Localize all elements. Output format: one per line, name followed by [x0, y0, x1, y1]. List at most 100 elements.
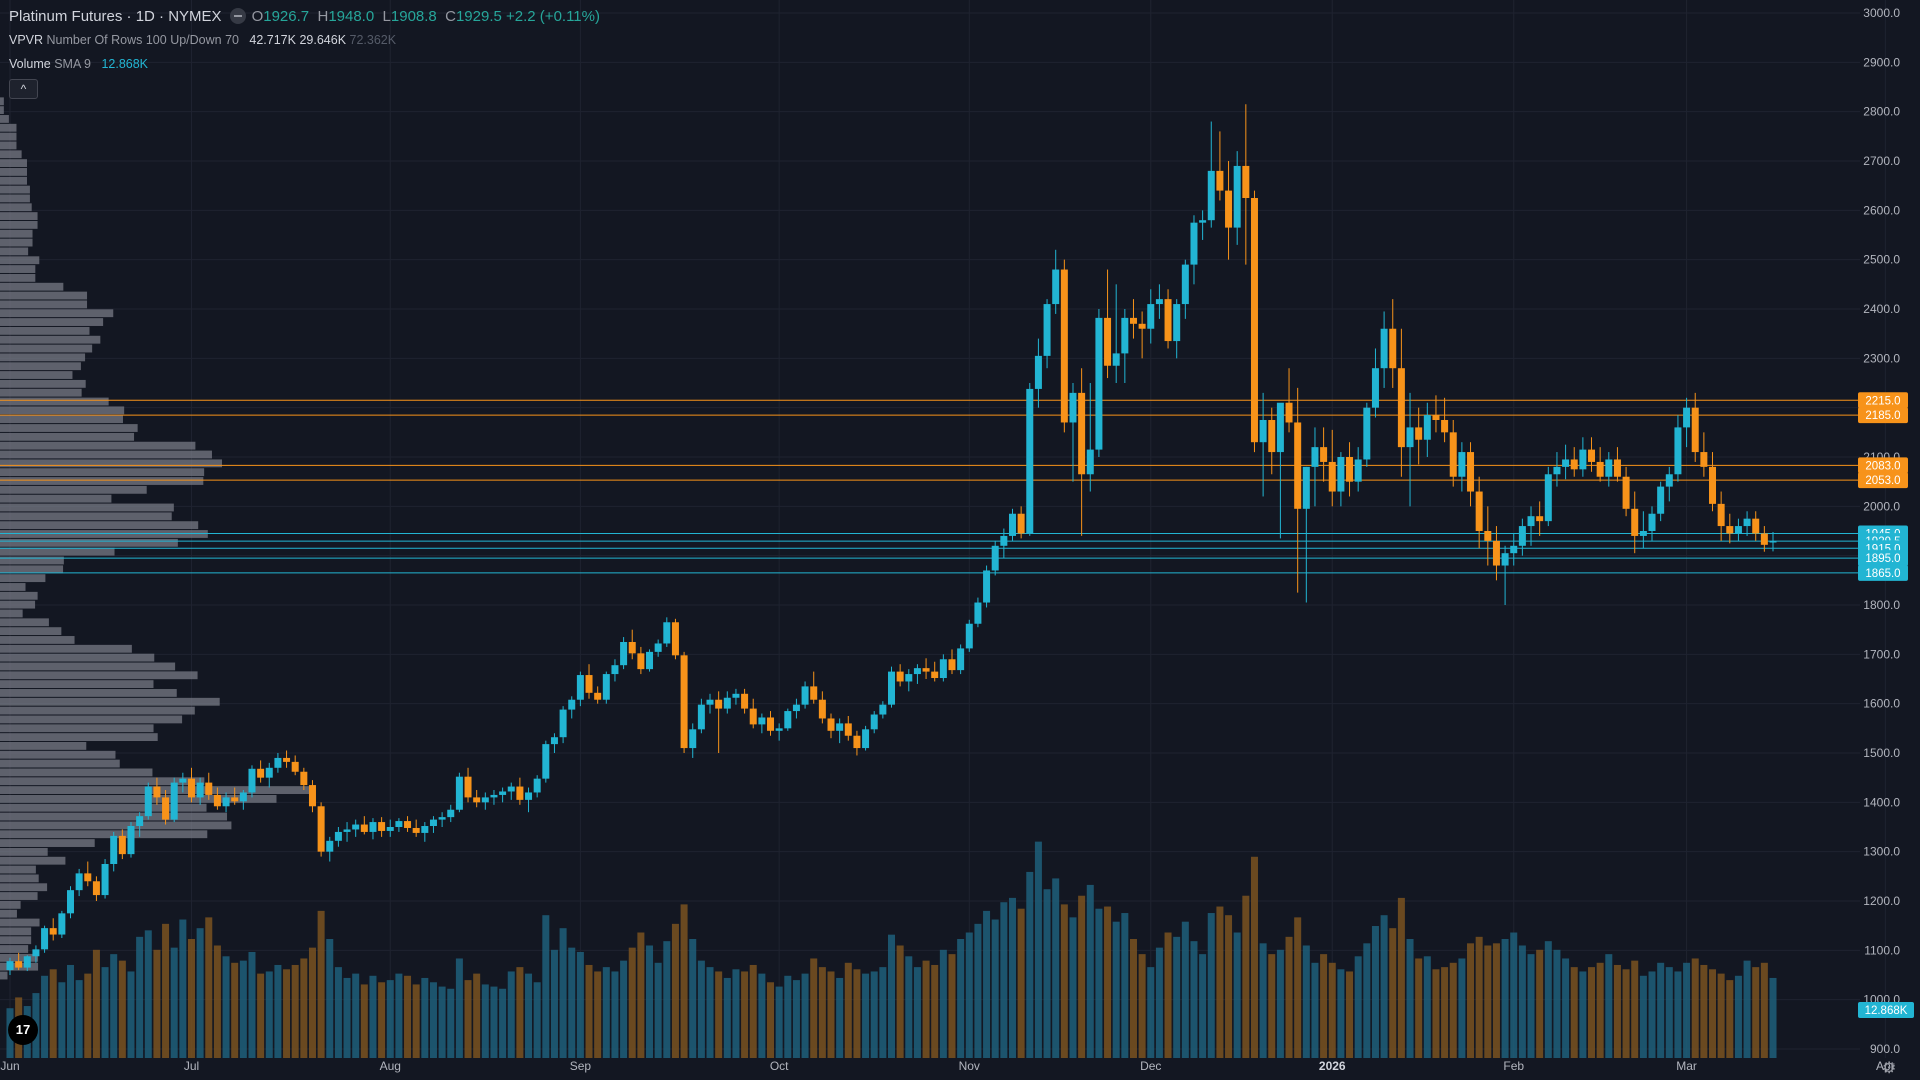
candle-body	[41, 928, 49, 950]
volume-bar	[1579, 971, 1587, 1058]
candle-body	[1268, 420, 1276, 453]
volume-bar	[1155, 947, 1163, 1058]
candle-body	[386, 827, 394, 831]
volume-bar	[369, 975, 377, 1058]
candle-body	[1086, 449, 1094, 475]
volume-profile-row	[0, 459, 223, 468]
candle-body	[92, 881, 100, 896]
volume-profile-row	[0, 706, 195, 715]
candle-body	[1570, 459, 1578, 470]
volume-bar	[101, 967, 109, 1058]
volume-name[interactable]: Volume	[9, 57, 51, 71]
candle-body	[127, 826, 135, 855]
volume-profile-row	[0, 503, 174, 512]
candle-body	[1596, 461, 1604, 477]
gear-icon[interactable]: ⚙	[1882, 1060, 1897, 1077]
volume-bar	[92, 949, 100, 1058]
volume-bar	[283, 969, 291, 1058]
collapse-legend-button[interactable]: ^	[9, 79, 38, 99]
candle-body	[1562, 459, 1570, 467]
volume-profile-row	[0, 945, 29, 953]
volume-bar	[1570, 967, 1578, 1058]
volume-profile-row	[0, 97, 4, 106]
candle-body	[1734, 526, 1742, 534]
volume-profile-row	[0, 406, 125, 415]
volume-profile-row	[0, 326, 90, 335]
volume-bar	[1069, 917, 1077, 1058]
volume-bar	[594, 971, 602, 1058]
price-tick-label: 2500.0	[1863, 253, 1900, 267]
volume-bar	[412, 984, 420, 1058]
candle-body	[870, 714, 878, 730]
candle-body	[438, 817, 446, 820]
volume-profile-row	[0, 644, 132, 653]
symbol-title[interactable]: Platinum Futures · 1D · NYMEX	[9, 8, 222, 25]
volume-profile-row	[0, 583, 26, 591]
market-status-icon[interactable]	[229, 8, 246, 25]
volume-bar	[559, 928, 567, 1058]
candle-body	[412, 827, 420, 833]
level-label-bg	[1858, 392, 1908, 409]
volume-profile-row	[0, 768, 153, 777]
candle-body	[1717, 503, 1725, 527]
volume-bar	[568, 947, 576, 1058]
candle-body	[153, 786, 161, 798]
volume-profile-row	[0, 159, 27, 168]
candle-body	[801, 686, 809, 705]
volume-bar	[291, 964, 299, 1058]
volume-profile-row	[0, 662, 176, 671]
candle-body	[1467, 452, 1475, 492]
candle-body	[1683, 407, 1691, 428]
volume-bar	[706, 967, 714, 1058]
vpvr-name[interactable]: VPVR	[9, 33, 44, 47]
level-lines[interactable]	[0, 399, 1860, 574]
volume-profile-row	[0, 653, 155, 662]
volume-bar	[1268, 954, 1276, 1058]
volume-bar	[983, 910, 991, 1058]
symbol-legend[interactable]: Platinum Futures · 1D · NYMEX O1926.7 H19…	[9, 8, 600, 26]
volume-params: SMA 9	[54, 57, 92, 71]
candle-body	[1743, 518, 1751, 527]
volume-bar	[1734, 975, 1742, 1058]
volume-profile-row	[0, 450, 212, 459]
volume-bar	[1190, 941, 1198, 1058]
candle-body	[473, 797, 481, 803]
volume-bar	[317, 910, 325, 1058]
time-tick-label: Nov	[959, 1059, 980, 1073]
volume-bar	[1709, 969, 1717, 1058]
candle-body	[1320, 447, 1328, 462]
candle-body	[862, 729, 870, 749]
volume-profile-row	[0, 379, 86, 388]
candle-body	[404, 821, 412, 828]
candle-body	[1579, 449, 1587, 470]
candle-body	[499, 791, 507, 795]
volume-legend[interactable]: Volume SMA 9 12.868K	[9, 57, 148, 71]
volume-profile-row	[0, 874, 39, 883]
volume-profile-row	[0, 750, 116, 759]
candle-body	[697, 704, 705, 730]
candle-body	[706, 699, 714, 705]
volume-profile-row	[0, 265, 36, 273]
volume-bar	[404, 975, 412, 1058]
candle-body	[1346, 457, 1354, 482]
candle-body	[1441, 420, 1449, 433]
volume-profile-row	[0, 485, 147, 494]
volume-bar	[853, 969, 861, 1058]
price-tick-label: 2400.0	[1863, 302, 1900, 316]
volume-profile-row	[0, 141, 17, 150]
tradingview-logo[interactable]: 17	[8, 1015, 38, 1045]
time-axis[interactable]: JunJulAugSepOctNovDec2026FebMarAprMayJun	[0, 1059, 1920, 1073]
volume-bar	[153, 949, 161, 1058]
volume-profile-row	[0, 238, 33, 247]
volume-profile-row	[0, 936, 32, 945]
volume-profile-row	[0, 847, 48, 856]
level-label-bg	[1858, 550, 1908, 567]
volume-profile-row	[0, 971, 8, 980]
volume-profile-row	[0, 397, 109, 406]
candle-body	[1155, 299, 1163, 305]
volume-bar	[386, 980, 394, 1058]
volume-profile-row	[0, 185, 30, 194]
vpvr-legend[interactable]: VPVR Number Of Rows 100 Up/Down 70 42.71…	[9, 33, 396, 47]
volume-bar	[170, 947, 178, 1058]
